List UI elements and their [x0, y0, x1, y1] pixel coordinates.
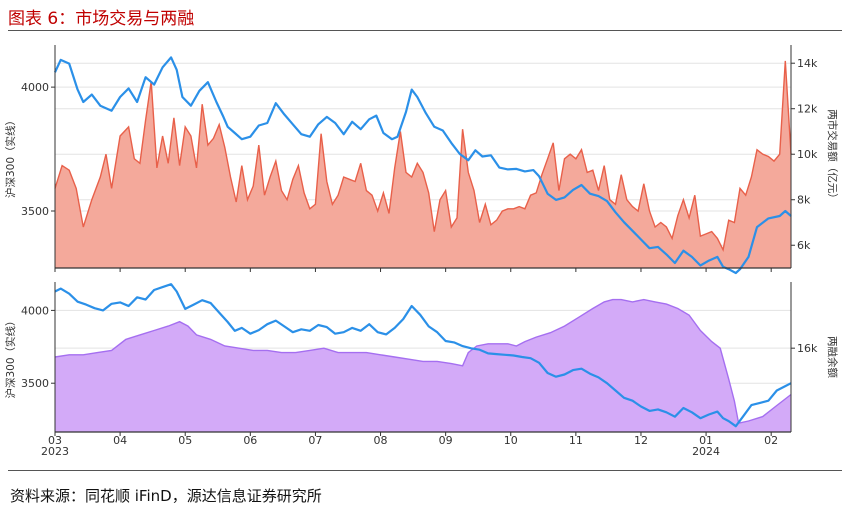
x-tick-label: 07 [308, 434, 322, 447]
right-tick-label: 16k [797, 342, 818, 355]
x-tick-label: 01 [699, 434, 713, 447]
x-tick-label: 11 [569, 434, 583, 447]
turnover-edge-line [54, 60, 792, 252]
left-tick-label: 4000 [21, 304, 49, 317]
csi300-line [54, 56, 792, 275]
left-tick-label: 3500 [21, 205, 49, 218]
right-tick-label: 12k [797, 103, 818, 116]
right-tick-label: 14k [797, 57, 818, 70]
left-axis-label: 沪深300（实线） [4, 315, 17, 398]
title-divider [8, 30, 842, 31]
right-tick-label: 8k [797, 194, 811, 207]
x-tick-year-label: 2024 [692, 445, 720, 458]
x-tick-label: 06 [243, 434, 257, 447]
x-tick-label: 02 [764, 434, 778, 447]
x-tick-label: 10 [504, 434, 518, 447]
x-tick-year-label: 2023 [41, 445, 69, 458]
source-note: 资料来源：同花顺 iFinD，源达信息证券研究所 [10, 487, 322, 505]
figure-title: 图表 6：市场交易与两融 [8, 9, 195, 29]
x-tick-label: 04 [113, 434, 127, 447]
turnover-area [55, 60, 791, 269]
x-tick-label: 03 [48, 434, 62, 447]
margin-balance-area [55, 299, 791, 432]
right-axis-label: 两市交易额（亿元） [826, 109, 839, 204]
x-tick-label: 09 [439, 434, 453, 447]
right-tick-label: 6k [797, 239, 811, 252]
bottom-divider [8, 470, 842, 471]
x-tick-label: 08 [374, 434, 388, 447]
margin-balance-edge-line [54, 298, 792, 425]
left-tick-label: 3500 [21, 377, 49, 390]
x-tick-label: 05 [178, 434, 192, 447]
chart-canvas: 3500 4000 6k 8k 10k 12k 14k 沪深300（实线） 两市交易额（亿元） 3… [4, 45, 839, 458]
right-tick-label: 10k [797, 148, 818, 161]
csi300-line [54, 283, 792, 428]
x-tick-label: 12 [634, 434, 648, 447]
right-axis-label: 两融余额 [826, 336, 839, 378]
left-tick-label: 4000 [21, 81, 49, 94]
left-axis-label: 沪深300（实线） [4, 115, 17, 198]
